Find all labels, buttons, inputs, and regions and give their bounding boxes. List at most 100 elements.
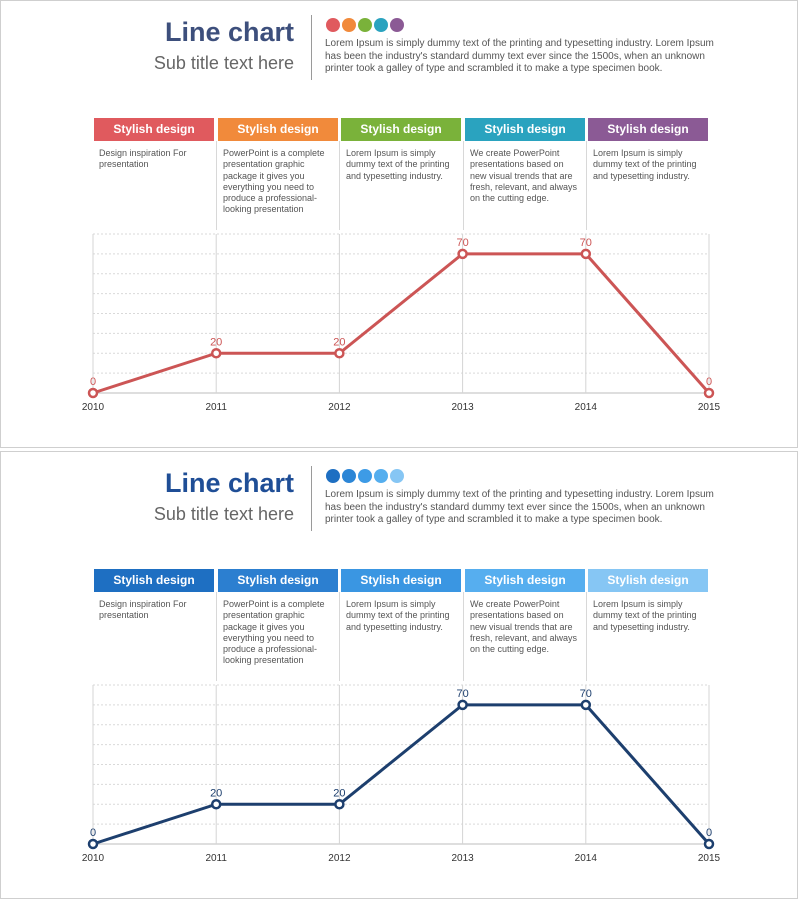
x-tick-label: 2013 [451, 402, 474, 413]
column-separator [586, 592, 587, 681]
column-heading: Stylish design [588, 569, 708, 592]
column-text: Lorem Ipsum is simply dummy text of the … [593, 148, 697, 181]
column: Stylish design Design inspiration For pr… [94, 569, 214, 681]
line-chart: 0 20 20 70 70 0 2010 2011 2012 2013 2014 2015 [82, 233, 721, 413]
color-dot [326, 469, 340, 483]
title-block: Line chart Sub title text here [154, 466, 294, 526]
line-chart: 0 20 20 70 70 0 2010 2011 2012 2013 2014 2015 [82, 684, 721, 864]
column: Stylish design We create PowerPoint pres… [465, 118, 585, 230]
title-divider [311, 15, 312, 80]
data-point [210, 799, 222, 810]
color-dot [358, 18, 372, 32]
columns: Stylish design Design inspiration For pr… [94, 118, 710, 230]
column: Stylish design Lorem Ipsum is simply dum… [341, 569, 461, 681]
column-text: We create PowerPoint presentations based… [470, 148, 578, 204]
data-point [703, 838, 715, 850]
column-heading: Stylish design [341, 569, 461, 592]
data-point [334, 799, 345, 810]
column-heading: Stylish design [94, 118, 214, 141]
column-separator [339, 141, 340, 230]
column: Stylish design Design inspiration For pr… [94, 118, 214, 230]
data-point [87, 387, 99, 399]
data-point [703, 387, 715, 399]
x-tick-label: 2014 [575, 853, 598, 864]
chart-title: Line chart [164, 468, 294, 498]
description: Lorem Ipsum is simply dummy text of the … [325, 489, 714, 525]
column: Stylish design Lorem Ipsum is simply dum… [588, 569, 708, 681]
data-label: 70 [456, 237, 468, 249]
data-label: 20 [210, 336, 222, 348]
data-label: 70 [456, 688, 468, 700]
column-text: Lorem Ipsum is simply dummy text of the … [593, 599, 697, 632]
data-label: 0 [90, 376, 96, 388]
column-text: PowerPoint is a complete presentation gr… [223, 599, 325, 666]
column-heading: Stylish design [94, 569, 214, 592]
column: Stylish design PowerPoint is a complete … [218, 118, 338, 230]
column-text: PowerPoint is a complete presentation gr… [223, 148, 325, 215]
x-tick-label: 2015 [698, 853, 721, 864]
title-divider [311, 466, 312, 531]
data-label: 0 [706, 827, 712, 839]
column-heading: Stylish design [465, 569, 585, 592]
slide-blue: Line chart Sub title text here Lorem Ips… [0, 451, 798, 899]
series-line [92, 252, 711, 395]
color-dot [390, 18, 404, 32]
column-separator [463, 141, 464, 230]
series-line [92, 703, 711, 846]
color-dot [390, 469, 404, 483]
x-tick-label: 2014 [575, 402, 598, 413]
data-point [334, 348, 345, 359]
color-dot [342, 18, 356, 32]
x-tick-label: 2010 [82, 402, 105, 413]
data-point [580, 248, 592, 260]
color-dot [326, 18, 340, 32]
color-dot [342, 469, 356, 483]
color-dots [326, 18, 406, 32]
column-separator [339, 592, 340, 681]
column-text: Lorem Ipsum is simply dummy text of the … [346, 148, 450, 181]
column-text: Design inspiration For presentation [99, 148, 187, 170]
color-dot [358, 469, 372, 483]
data-label: 20 [210, 787, 222, 799]
data-label: 20 [333, 336, 345, 348]
data-label: 0 [706, 376, 712, 388]
column: Stylish design Lorem Ipsum is simply dum… [588, 118, 708, 230]
column-text: Lorem Ipsum is simply dummy text of the … [346, 599, 450, 632]
chart-title: Line chart [164, 17, 294, 47]
column-heading: Stylish design [218, 569, 338, 592]
column-text: Design inspiration For presentation [99, 599, 187, 621]
data-point [457, 699, 468, 711]
data-label: 70 [580, 237, 592, 249]
column-heading: Stylish design [465, 118, 585, 141]
column-text: We create PowerPoint presentations based… [470, 599, 578, 655]
x-tick-label: 2011 [205, 853, 227, 864]
column: Stylish design Lorem Ipsum is simply dum… [341, 118, 461, 230]
chart-subtitle: Sub title text here [153, 53, 294, 73]
data-point [210, 348, 222, 359]
data-point [457, 248, 468, 260]
column-separator [586, 141, 587, 230]
x-tick-label: 2012 [328, 402, 351, 413]
color-dot [374, 469, 388, 483]
column-heading: Stylish design [341, 118, 461, 141]
data-point [87, 838, 99, 850]
x-tick-label: 2010 [82, 853, 105, 864]
x-tick-label: 2015 [698, 402, 721, 413]
color-dots [326, 469, 406, 483]
data-point [580, 699, 592, 711]
title-block: Line chart Sub title text here [154, 15, 294, 75]
column: Stylish design PowerPoint is a complete … [218, 569, 338, 681]
description: Lorem Ipsum is simply dummy text of the … [325, 38, 714, 74]
x-tick-label: 2011 [205, 402, 227, 413]
data-label: 70 [580, 688, 592, 700]
chart-subtitle: Sub title text here [153, 504, 294, 524]
columns: Stylish design Design inspiration For pr… [94, 569, 710, 681]
data-label: 20 [333, 787, 345, 799]
column-separator [463, 592, 464, 681]
column: Stylish design We create PowerPoint pres… [465, 569, 585, 681]
data-label: 0 [90, 827, 96, 839]
column-separator [216, 141, 217, 230]
column-heading: Stylish design [218, 118, 338, 141]
color-dot [374, 18, 388, 32]
column-heading: Stylish design [588, 118, 708, 141]
